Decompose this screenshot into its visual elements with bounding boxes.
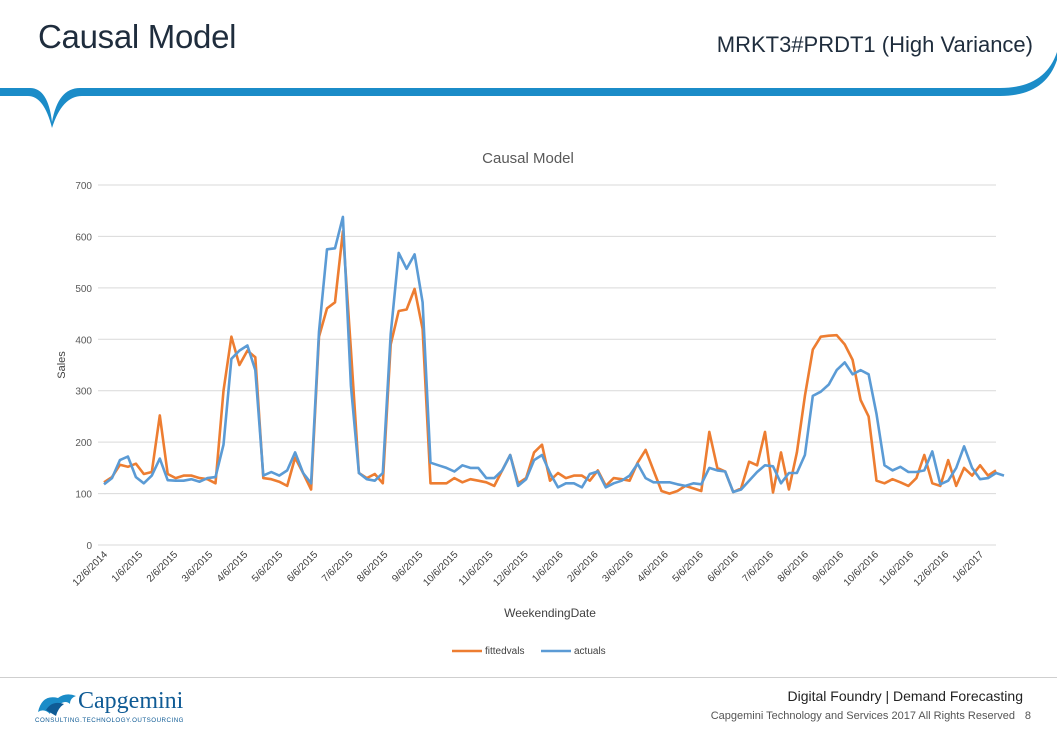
slide-title: Causal Model <box>38 18 237 55</box>
series-line-actuals <box>103 215 1005 494</box>
y-tick-label: 700 <box>75 181 92 192</box>
x-tick-label: 6/6/2015 <box>285 549 321 585</box>
x-tick-label: 3/6/2015 <box>180 549 216 585</box>
x-tick-label: 12/6/2015 <box>491 549 531 589</box>
x-tick-label: 2/6/2015 <box>145 549 181 585</box>
x-tick-label: 1/6/2016 <box>530 549 566 585</box>
x-tick-label: 4/6/2015 <box>215 549 251 585</box>
y-tick-label: 500 <box>75 284 92 295</box>
x-tick-label: 8/6/2015 <box>355 549 391 585</box>
x-tick-label: 7/6/2016 <box>741 549 777 585</box>
x-tick-label: 11/6/2016 <box>877 549 916 588</box>
y-tick-label: 300 <box>75 387 92 398</box>
footer-section: Digital Foundry | Demand Forecasting <box>787 688 1023 704</box>
x-tick-label: 5/6/2016 <box>671 549 707 585</box>
x-tick-label: 4/6/2016 <box>635 549 671 585</box>
page-number: 8 <box>1024 710 1031 722</box>
y-tick-label: 0 <box>86 541 92 552</box>
x-tick-label: 10/6/2016 <box>842 549 882 589</box>
x-tick-label: 5/6/2015 <box>250 549 286 585</box>
x-tick-label: 10/6/2015 <box>421 549 461 589</box>
x-tick-label: 11/6/2015 <box>457 549 496 588</box>
chart-title: Causal Model <box>482 150 574 167</box>
x-tick-label: 9/6/2015 <box>390 549 426 585</box>
x-tick-label: 2/6/2016 <box>565 549 601 585</box>
legend-label-actuals: actuals <box>574 646 606 657</box>
y-tick-label: 600 <box>75 232 92 243</box>
spade-logo-icon <box>38 694 76 716</box>
x-tick-label: 7/6/2015 <box>320 549 356 585</box>
x-tick-label: 8/6/2016 <box>776 549 812 585</box>
x-tick-label: 1/6/2017 <box>951 549 987 585</box>
footer-divider <box>0 677 1057 678</box>
brand-logo: Capgemini CONSULTING.TECHNOLOGY.OUTSOURC… <box>32 688 192 728</box>
y-tick-label: 100 <box>75 490 92 501</box>
x-axis-title: WeekendingDate <box>504 606 596 620</box>
x-tick-label: 12/6/2014 <box>71 549 111 589</box>
y-tick-label: 200 <box>75 438 92 449</box>
header-wave <box>0 52 1057 128</box>
x-tick-label: 9/6/2016 <box>811 549 847 585</box>
x-tick-label: 3/6/2016 <box>600 549 636 585</box>
slide-subtitle: MRKT3#PRDT1 (High Variance) <box>716 32 1033 57</box>
brand-name: Capgemini <box>78 688 184 714</box>
x-tick-label: 1/6/2015 <box>110 549 146 585</box>
x-tick-label: 12/6/2016 <box>912 549 952 589</box>
legend-label-fittedvals: fittedvals <box>485 646 524 657</box>
footer-copyright: Capgemini Technology and Services 2017 A… <box>710 710 1015 722</box>
x-tick-label: 6/6/2016 <box>706 549 742 585</box>
y-tick-label: 400 <box>75 335 92 346</box>
brand-tagline: CONSULTING.TECHNOLOGY.OUTSOURCING <box>35 717 184 724</box>
series-line-fittedvals <box>103 230 997 495</box>
line-chart: Causal Model Sales WeekendingDate 0 100 20… <box>56 150 1005 657</box>
y-axis-title: Sales <box>56 351 68 379</box>
